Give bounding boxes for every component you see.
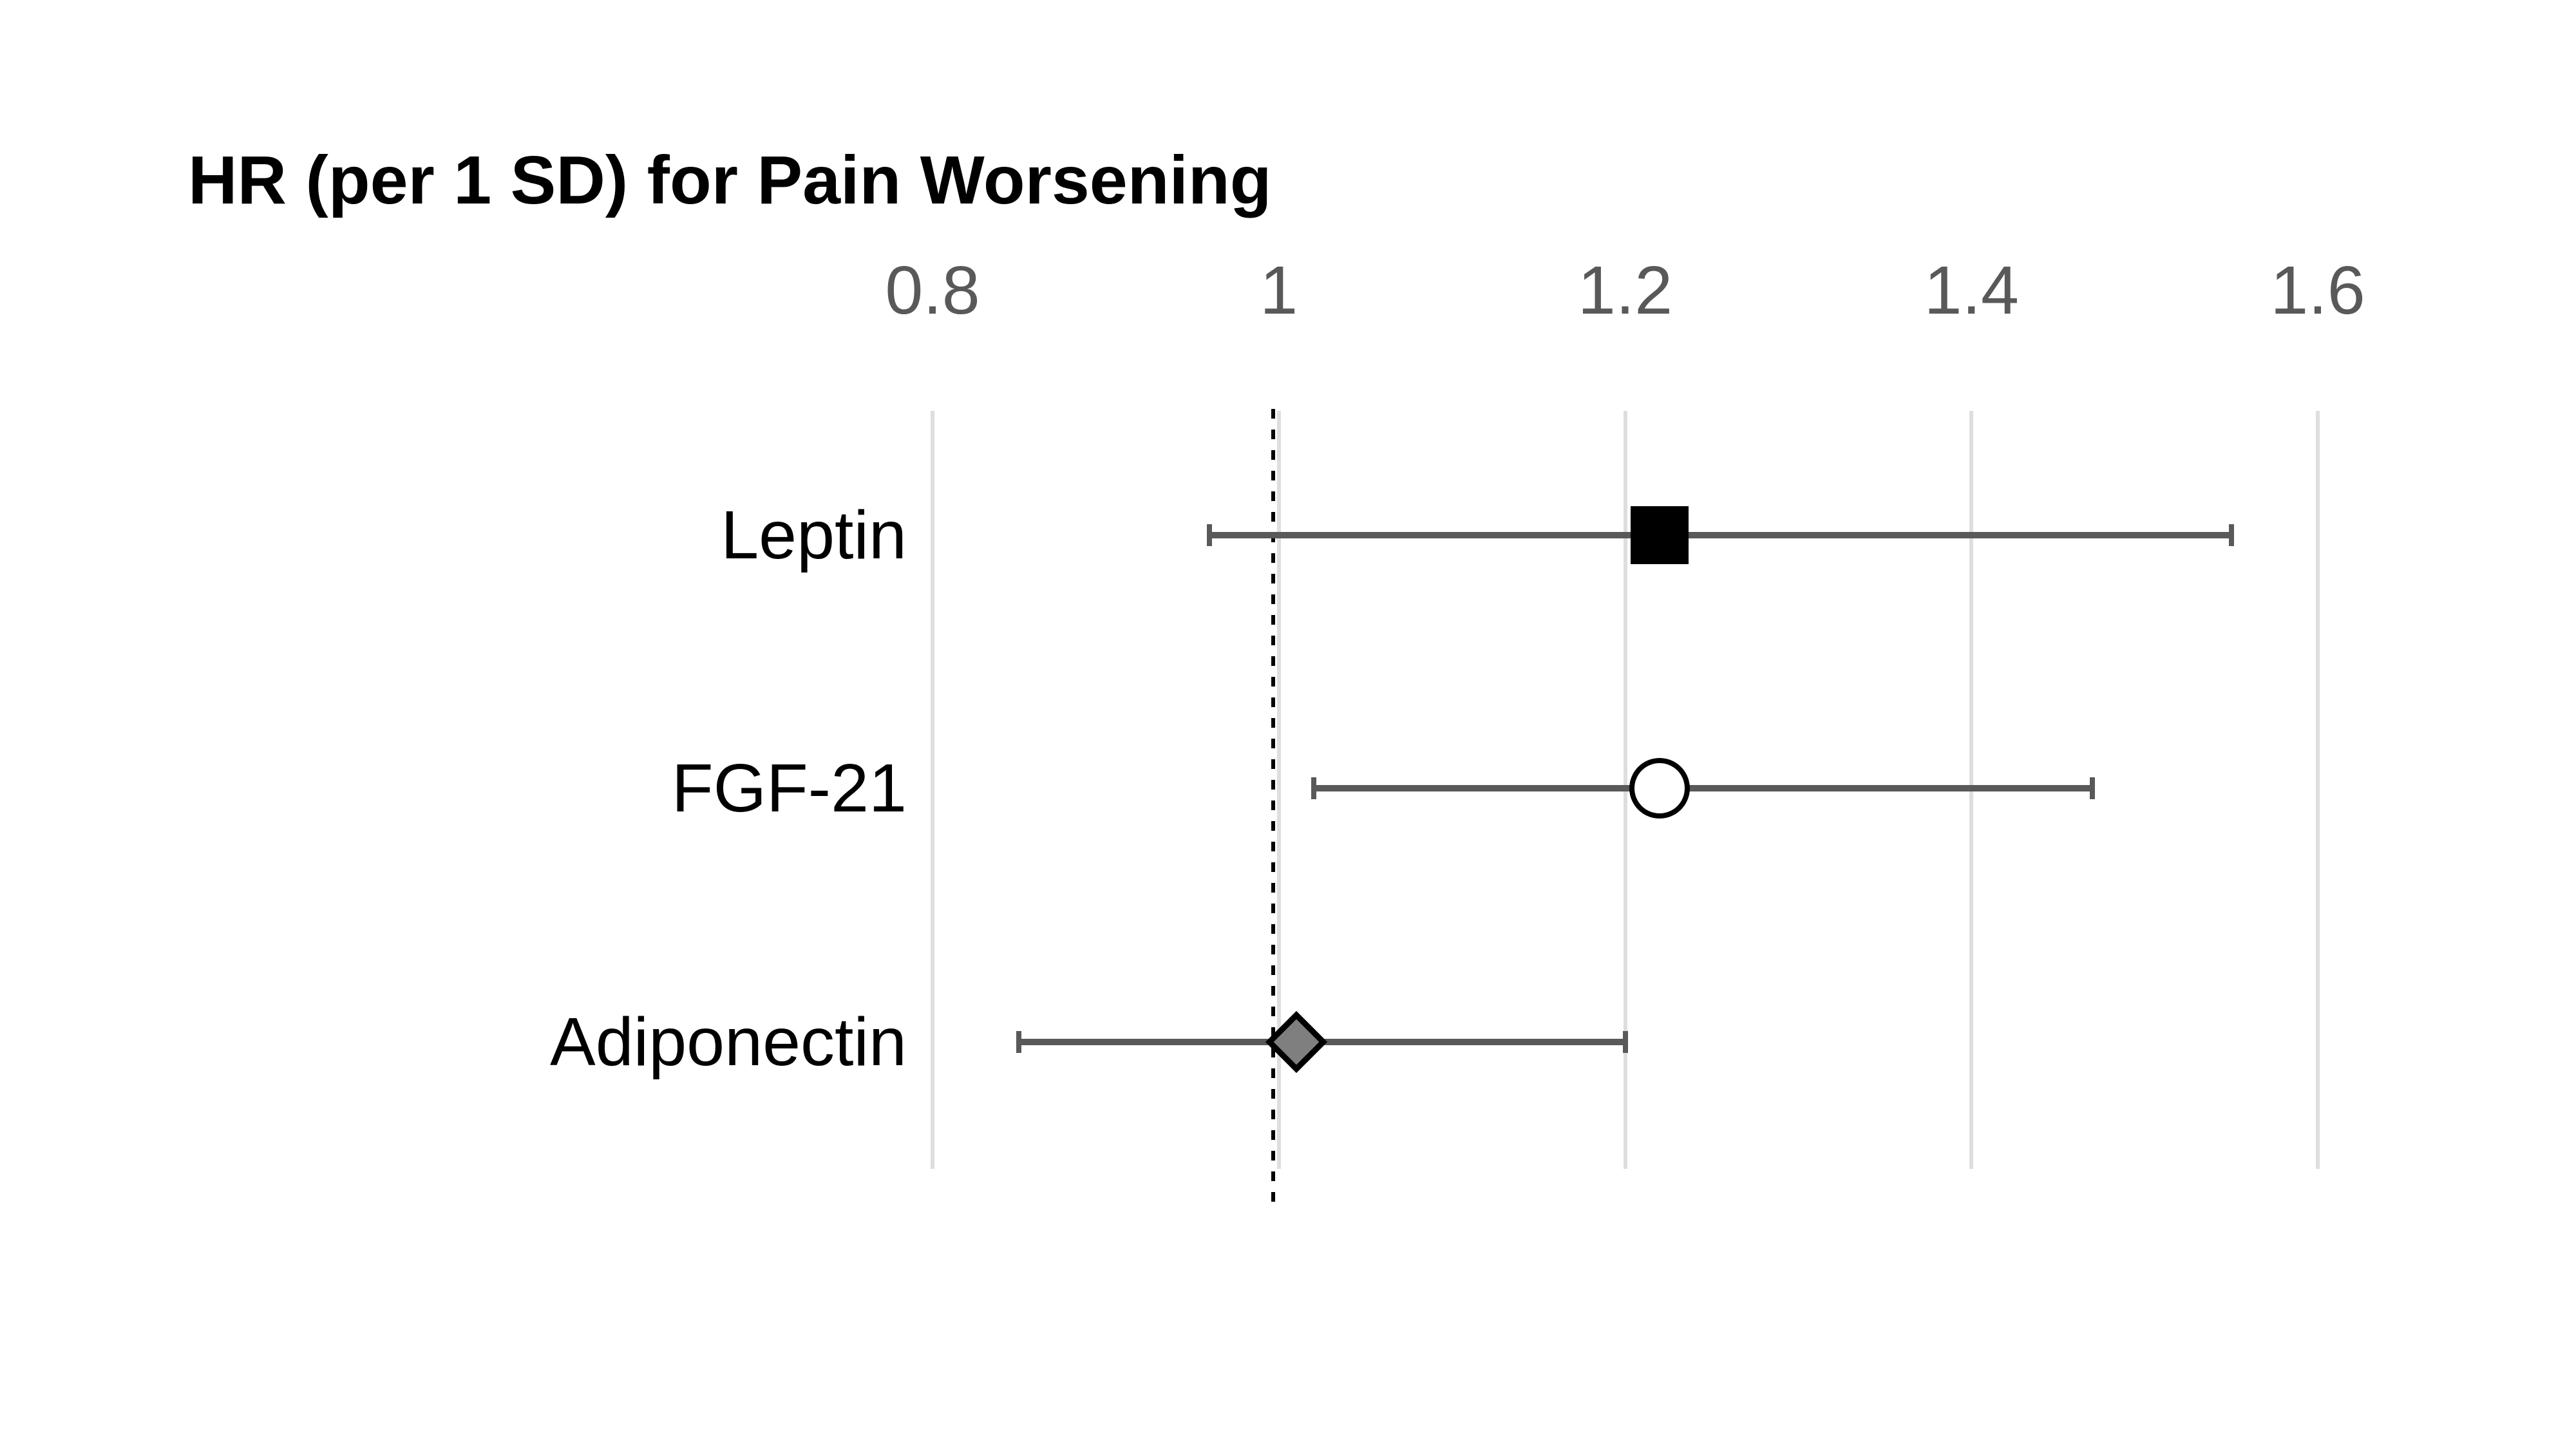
category-label-adiponectin: Adiponectin: [550, 1004, 907, 1080]
x-gridline: [2316, 411, 2320, 1169]
x-tick-label: 1.6: [2270, 252, 2365, 328]
ci-cap-low-adiponectin: [1016, 1031, 1022, 1053]
x-gridline: [931, 411, 934, 1169]
x-tick-label: 1.4: [1924, 252, 2019, 328]
category-label-leptin: Leptin: [721, 497, 907, 573]
marker-leptin: [1631, 506, 1689, 564]
ci-cap-high-adiponectin: [1622, 1031, 1628, 1053]
ci-cap-high-leptin: [2228, 524, 2234, 546]
marker-fgf-21: [1629, 758, 1690, 819]
reference-line-hr-1: [1271, 409, 1275, 1209]
x-tick-label: 0.8: [885, 252, 980, 328]
x-gridline: [1276, 411, 1281, 1169]
ci-cap-low-leptin: [1207, 524, 1213, 546]
x-tick-label: 1.2: [1577, 252, 1673, 328]
ci-whisker-leptin: [1209, 532, 2231, 538]
chart-title: HR (per 1 SD) for Pain Worsening: [188, 142, 1272, 218]
ci-cap-high-fgf-21: [2090, 777, 2096, 799]
x-tick-label: 1: [1260, 252, 1298, 328]
category-label-fgf-21: FGF-21: [671, 750, 907, 826]
ci-cap-low-fgf-21: [1311, 777, 1316, 799]
ci-whisker-fgf-21: [1313, 785, 2093, 791]
